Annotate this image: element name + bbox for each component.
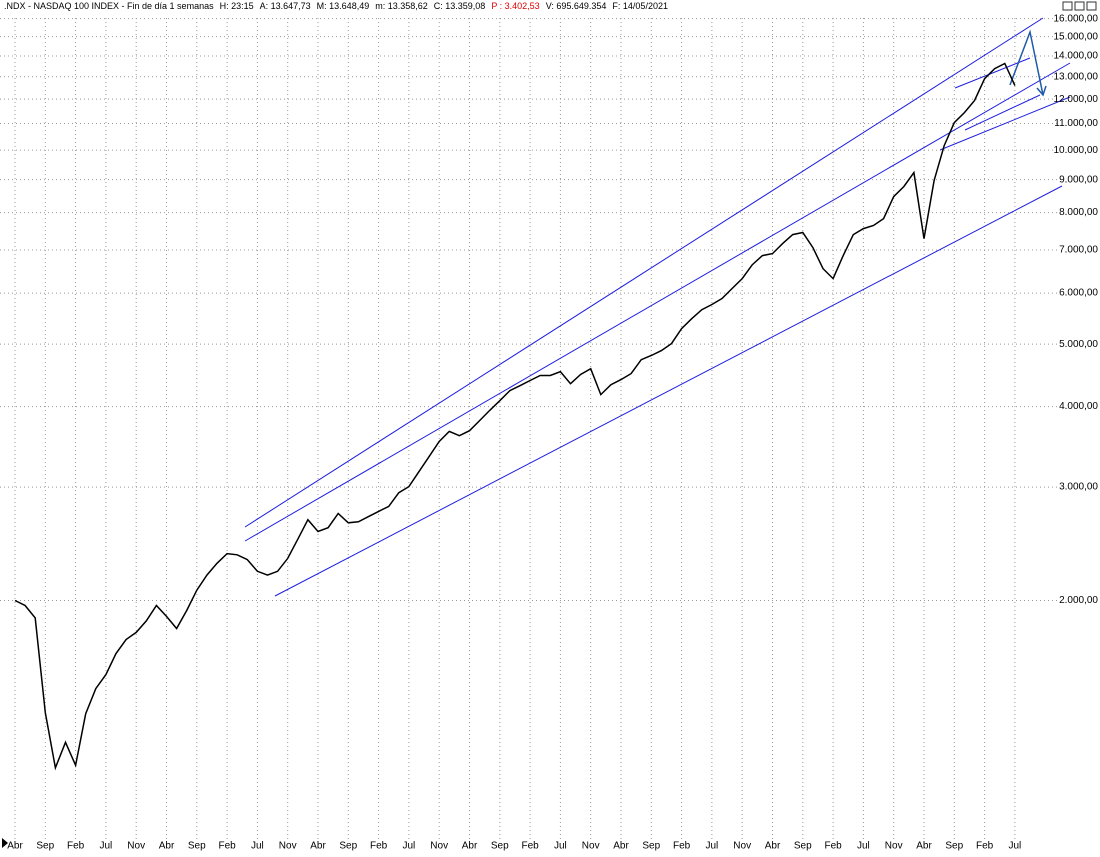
x-tick-label: Abr [159, 841, 175, 852]
header-field: A: 13.647,73 [260, 1, 311, 11]
y-tick-label: 3.000,00 [1059, 482, 1098, 493]
x-tick-label: Sep [794, 841, 812, 852]
x-tick-label: Nov [279, 841, 297, 852]
x-tick-label: Abr [916, 841, 932, 852]
x-tick-label: Sep [945, 841, 963, 852]
x-tick-label: Feb [67, 841, 85, 852]
x-tick-label: Feb [370, 841, 388, 852]
x-tick-label: Jul [554, 841, 567, 852]
scroll-arrow[interactable] [2, 838, 8, 848]
minimize-button[interactable] [1062, 1, 1073, 11]
x-tick-label: Nov [885, 841, 903, 852]
y-tick-label: 9.000,00 [1059, 174, 1098, 185]
y-tick-label: 4.000,00 [1059, 401, 1098, 412]
x-tick-label: Feb [824, 841, 842, 852]
x-tick-label: Jul [1009, 841, 1022, 852]
x-tick-label: Sep [36, 841, 54, 852]
x-tick-label: Sep [642, 841, 660, 852]
grid [0, 18, 1060, 840]
x-tick-label: Abr [310, 841, 326, 852]
x-tick-label: Jul [100, 841, 113, 852]
x-tick-label: Sep [491, 841, 509, 852]
channel-line [939, 96, 1071, 151]
x-tick-label: Jul [403, 841, 416, 852]
header-field: H: 23:15 [220, 1, 254, 11]
window-buttons[interactable] [1062, 1, 1097, 11]
x-tick-label: Feb [673, 841, 691, 852]
channel-line [954, 57, 1031, 89]
x-tick-label: Nov [582, 841, 600, 852]
y-tick-label: 15.000,00 [1054, 31, 1099, 42]
header-field: m: 13.358,62 [375, 1, 428, 11]
x-tick-label: Nov [733, 841, 751, 852]
y-tick-label: 2.000,00 [1059, 595, 1098, 606]
channel-line [274, 185, 1063, 597]
chart-title: .NDX - NASDAQ 100 INDEX - Fin de día 1 s… [4, 1, 214, 11]
y-tick-label: 5.000,00 [1059, 339, 1098, 350]
maximize-button[interactable] [1074, 1, 1085, 11]
y-tick-label: 11.000,00 [1054, 118, 1098, 129]
y-tick-label: 7.000,00 [1059, 245, 1098, 256]
x-tick-label: Feb [976, 841, 994, 852]
x-tick-label: Abr [7, 841, 23, 852]
x-tick-label: Nov [430, 841, 448, 852]
chart-header: .NDX - NASDAQ 100 INDEX - Fin de día 1 s… [4, 1, 668, 11]
trend-channels [244, 17, 1071, 597]
header-field: M: 13.648,49 [317, 1, 370, 11]
header-field: F: 14/05/2021 [612, 1, 668, 11]
channel-line [244, 62, 1071, 542]
header-field: P : 3.402,53 [491, 1, 539, 11]
channel-line [964, 94, 1041, 131]
y-tick-label: 14.000,00 [1054, 51, 1099, 62]
plot [14, 62, 1016, 771]
y-tick-label: 8.000,00 [1059, 207, 1098, 218]
x-tick-label: Sep [339, 841, 357, 852]
x-tick-label: Nov [127, 841, 145, 852]
x-tick-label: Abr [613, 841, 629, 852]
x-tick-label: Jul [706, 841, 719, 852]
x-tick-label: Abr [462, 841, 478, 852]
x-tick-label: Abr [765, 841, 781, 852]
y-tick-label: 16.000,00 [1054, 13, 1099, 24]
price-line [14, 62, 1016, 771]
x-tick-label: Jul [251, 841, 264, 852]
header-field: C: 13.359,08 [434, 1, 486, 11]
y-tick-label: 10.000,00 [1054, 145, 1099, 156]
channel-line [244, 17, 1044, 528]
y-tick-label: 12.000,00 [1054, 94, 1099, 105]
header-field: V: 695.649.354 [546, 1, 607, 11]
x-tick-label: Feb [218, 841, 236, 852]
x-tick-label: Feb [521, 841, 539, 852]
projection-arrow [1009, 29, 1044, 96]
x-tick-label: Sep [188, 841, 206, 852]
arrow-head [1036, 85, 1047, 97]
y-tick-label: 6.000,00 [1059, 288, 1098, 299]
close-button[interactable] [1086, 1, 1097, 11]
x-tick-label: Jul [857, 841, 870, 852]
y-tick-label: 13.000,00 [1054, 71, 1099, 82]
